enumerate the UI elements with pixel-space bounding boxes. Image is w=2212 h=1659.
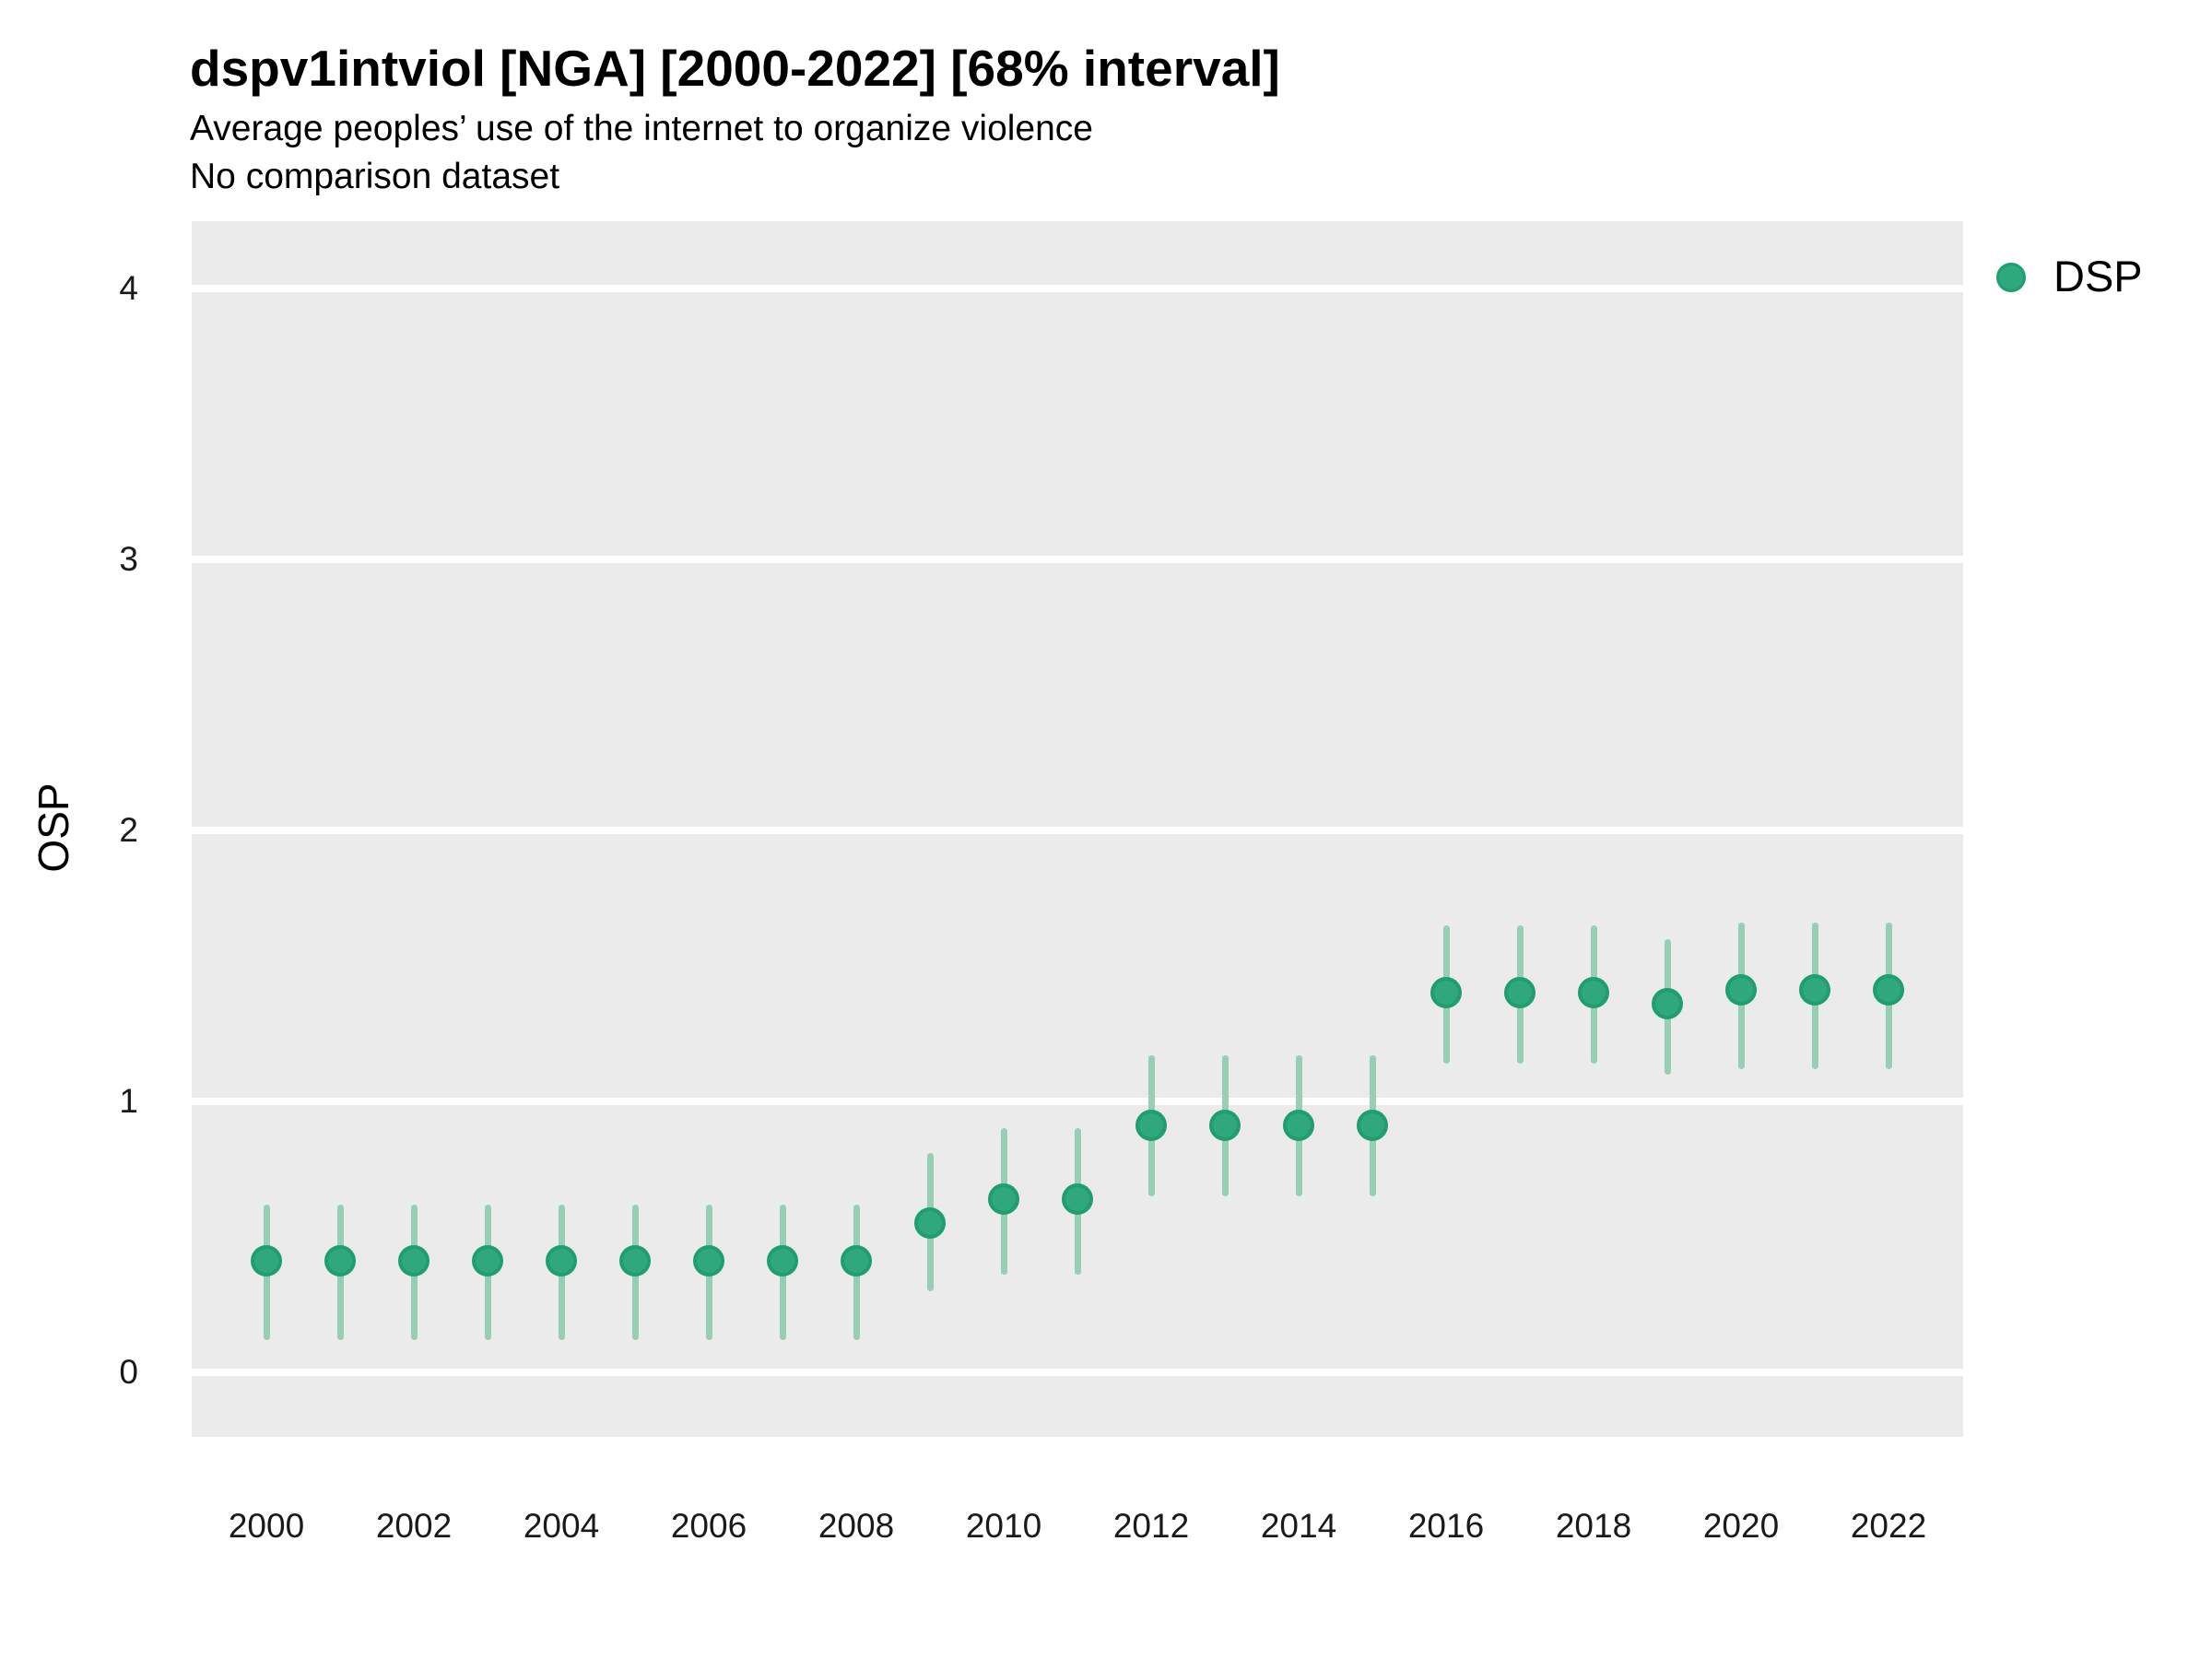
data-point-2000 (251, 1245, 282, 1277)
x-tick-label-2004: 2004 (523, 1507, 600, 1545)
x-tick-label-2022: 2022 (1850, 1507, 1927, 1545)
chart-note: No comparison dataset (190, 157, 560, 196)
data-point-2009 (914, 1207, 946, 1240)
data-point-2005 (619, 1245, 651, 1277)
data-point-2019 (1652, 988, 1683, 1020)
data-point-2016 (1430, 977, 1462, 1009)
data-point-2014 (1283, 1110, 1314, 1142)
data-point-2001 (324, 1245, 356, 1277)
gridline-y-1 (192, 1098, 1963, 1105)
x-tick-label-2010: 2010 (965, 1507, 1042, 1545)
legend-label: DSP (2053, 252, 2143, 300)
x-tick-label-2012: 2012 (1112, 1507, 1190, 1545)
data-point-2007 (767, 1245, 798, 1277)
gridline-y-2 (192, 827, 1963, 834)
data-point-2011 (1062, 1182, 1093, 1215)
data-point-2002 (398, 1245, 429, 1277)
data-point-2006 (693, 1245, 724, 1277)
gridline-y-3 (192, 556, 1963, 563)
y-tick-label-1: 1 (119, 1082, 138, 1120)
legend-point-icon (1996, 263, 2026, 292)
data-point-2015 (1357, 1110, 1388, 1142)
x-tick-label-2020: 2020 (1702, 1507, 1780, 1545)
data-point-2021 (1799, 974, 1830, 1006)
y-tick-label-2: 2 (119, 811, 138, 849)
data-point-2018 (1578, 977, 1609, 1009)
x-tick-label-2014: 2014 (1260, 1507, 1337, 1545)
data-point-2008 (841, 1245, 872, 1277)
y-tick-label-0: 0 (119, 1353, 138, 1391)
chart-title: dspv1intviol [NGA] [2000-2022] [68% inte… (190, 40, 1280, 97)
data-point-2012 (1135, 1110, 1167, 1142)
x-tick-label-2006: 2006 (670, 1507, 747, 1545)
y-tick-label-4: 4 (119, 269, 138, 307)
x-tick-label-2016: 2016 (1407, 1507, 1485, 1545)
x-tick-label-2018: 2018 (1555, 1507, 1632, 1545)
data-point-2017 (1504, 977, 1535, 1009)
data-point-2003 (472, 1245, 503, 1277)
chart-subtitle: Average peoples’ use of the internet to … (190, 109, 1093, 148)
data-point-2020 (1725, 974, 1757, 1006)
x-tick-label-2002: 2002 (375, 1507, 453, 1545)
data-point-2004 (546, 1245, 577, 1277)
data-point-2022 (1873, 974, 1904, 1006)
x-tick-label-2008: 2008 (818, 1507, 895, 1545)
data-point-2010 (988, 1182, 1019, 1215)
x-tick-label-2000: 2000 (228, 1507, 305, 1545)
gridline-y-0 (192, 1369, 1963, 1376)
legend: DSP (1982, 247, 2212, 306)
gridline-y-4 (192, 285, 1963, 292)
y-tick-label-3: 3 (119, 540, 138, 578)
data-point-2013 (1209, 1110, 1241, 1142)
